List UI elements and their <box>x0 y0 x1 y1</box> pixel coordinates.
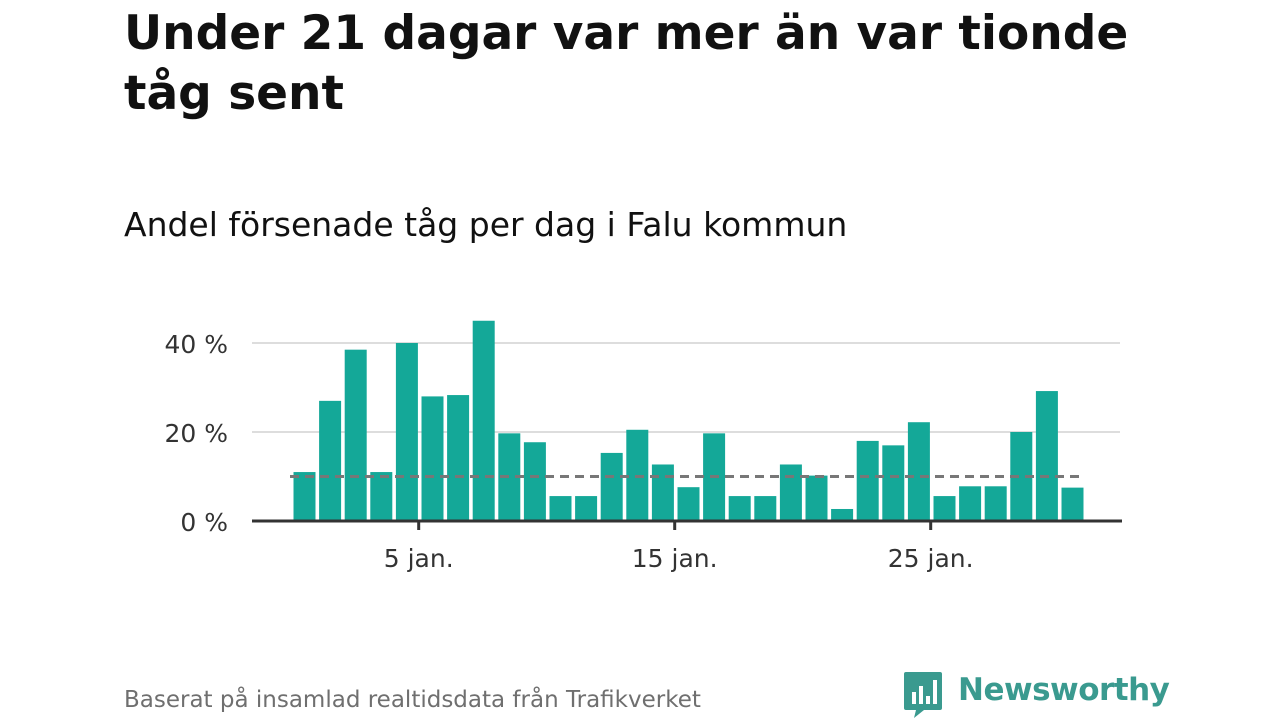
bar <box>498 433 521 521</box>
brand-logo: Newsworthy <box>902 670 1170 720</box>
bar <box>984 486 1007 521</box>
bar <box>575 496 598 521</box>
bar <box>959 486 982 521</box>
bar <box>933 496 956 521</box>
chart-subtitle: Andel försenade tåg per dag i Falu kommu… <box>124 205 848 244</box>
bar <box>370 472 393 521</box>
bar <box>421 396 444 521</box>
bar <box>472 320 495 521</box>
source-note: Baserat på insamlad realtidsdata från Tr… <box>124 687 701 713</box>
y-tick-label: 40 % <box>164 330 228 359</box>
bar <box>549 496 572 521</box>
bar <box>344 349 367 521</box>
bar <box>831 508 854 521</box>
bar <box>805 475 828 521</box>
bar <box>1035 391 1058 521</box>
bar <box>882 445 905 521</box>
y-tick-label: 0 % <box>180 508 228 537</box>
bar <box>1061 487 1084 521</box>
bar <box>600 452 623 521</box>
bar <box>677 487 700 521</box>
x-tick-label: 5 jan. <box>384 544 454 573</box>
bar <box>651 464 674 521</box>
bar <box>447 395 470 521</box>
chart-title: Under 21 dagar var mer än var tionde tåg… <box>124 6 1129 121</box>
bar <box>1010 432 1033 521</box>
bar <box>319 400 342 521</box>
bar <box>523 442 546 521</box>
bar <box>907 422 930 521</box>
bar <box>293 472 316 521</box>
bar <box>856 440 879 521</box>
newsworthy-logo-icon <box>904 672 942 718</box>
x-tick-label: 25 jan. <box>888 544 974 573</box>
bar <box>728 496 751 521</box>
bar <box>779 464 802 521</box>
bar <box>395 343 418 521</box>
x-tick-label: 15 jan. <box>632 544 718 573</box>
brand-name: Newsworthy <box>958 672 1170 708</box>
y-tick-label: 20 % <box>164 419 228 448</box>
bar <box>754 496 777 521</box>
